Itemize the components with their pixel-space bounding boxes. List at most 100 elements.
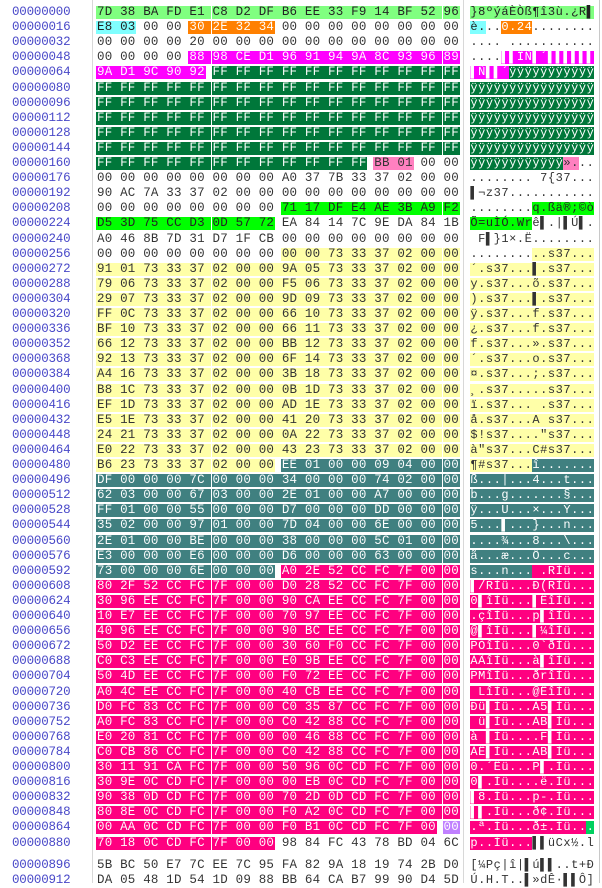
byte-highlight[interactable]	[234, 6, 258, 19]
ascii-char[interactable]: .	[586, 216, 594, 231]
hex-bytes[interactable]: 00 AA 0C CD FC 7F 00 00 F0 B1 0C CD FC 7…	[97, 820, 459, 835]
byte-highlight[interactable]	[327, 6, 351, 19]
hex-bytes[interactable]: 66 12 73 33 37 02 00 00 BB 12 73 33 37 0…	[97, 337, 459, 352]
byte-highlight[interactable]	[119, 6, 143, 19]
ascii-char[interactable]: ÿ	[570, 95, 579, 110]
ascii-char[interactable]: ¿	[570, 5, 579, 19]
hex-bytes[interactable]: 80 8E 0C CD FC 7F 00 00 F0 A2 0C CD FC 7…	[97, 805, 459, 820]
ascii-char[interactable]: ▌	[555, 50, 564, 65]
hex-bytes[interactable]: FF 01 00 00 55 00 00 00 D7 00 00 00 DD 0…	[97, 503, 459, 518]
hex-bytes[interactable]: FF FF FF FF FF FF FF FF FF FF FF FF FF F…	[97, 110, 459, 125]
byte-highlight[interactable]	[119, 21, 137, 35]
ascii-char[interactable]: 2	[516, 20, 525, 35]
ascii-char[interactable]: .	[586, 714, 595, 729]
scrollbar[interactable]	[599, 0, 600, 883]
ascii-char[interactable]: .	[555, 20, 563, 35]
hex-bytes[interactable]: 62 03 00 00 67 03 00 00 2E 01 00 00 A7 0…	[97, 488, 459, 503]
ascii-char[interactable]: ▌	[493, 65, 502, 80]
ascii-char[interactable]: .	[586, 20, 594, 35]
ascii-char[interactable]: ÿ	[586, 80, 595, 95]
ascii-char[interactable]: .	[547, 35, 556, 50]
hex-bytes[interactable]: A0 4C EE CC FC 7F 00 00 40 CB EE CC FC 7…	[97, 684, 459, 699]
hex-bytes[interactable]: B8 1C 73 33 37 02 00 00 0B 1D 73 33 37 0…	[97, 382, 459, 397]
ascii-char[interactable]: .	[485, 35, 494, 50]
hex-bytes[interactable]: 30 9E 0C CD FC 7F 00 00 00 EB 0C CD FC 7…	[97, 775, 459, 790]
byte-highlight[interactable]	[188, 66, 206, 80]
byte-highlight[interactable]	[280, 6, 304, 19]
ascii-char[interactable]: ▌	[586, 5, 595, 19]
hex-bytes[interactable]: 70 18 0C CD FC 7F 00 00 98 84 FC 43 78 B…	[97, 835, 459, 850]
ascii-char[interactable]: .	[485, 50, 494, 65]
byte-highlight[interactable]	[373, 51, 397, 65]
byte-highlight[interactable]	[257, 66, 281, 80]
byte-highlight[interactable]	[119, 66, 143, 80]
ascii-char[interactable]: ÿ	[508, 80, 517, 95]
ascii-char[interactable]: .	[586, 307, 595, 321]
ascii-char[interactable]: Ñ	[477, 65, 486, 80]
byte-highlight[interactable]	[188, 6, 212, 19]
ascii-char[interactable]: .	[586, 412, 595, 427]
hex-bytes[interactable]: 00 00 00 00 20 00 00 00 00 00 00 00 00 0…	[97, 35, 459, 50]
ascii-char[interactable]: .	[586, 563, 595, 578]
ascii-char[interactable]: ▌	[547, 50, 556, 65]
byte-highlight[interactable]	[327, 96, 351, 110]
byte-highlight[interactable]	[119, 96, 143, 110]
hex-bytes[interactable]: 00 00 00 00 00 00 00 00 00 00 73 33 37 0…	[97, 246, 459, 261]
byte-highlight[interactable]	[257, 21, 276, 35]
byte-highlight[interactable]	[350, 66, 374, 80]
ascii-char[interactable]: .	[586, 458, 595, 472]
ascii-char[interactable]: .	[586, 35, 594, 50]
byte-highlight[interactable]	[234, 96, 258, 110]
ascii-char[interactable]: .	[586, 729, 595, 744]
ascii-char[interactable]: ÿ	[539, 65, 548, 80]
hex-bytes[interactable]: 00 00 00 00 00 00 00 00 71 17 DF E4 AE 3…	[97, 201, 459, 216]
ascii-char[interactable]: .	[586, 397, 595, 412]
hex-bytes[interactable]: 50 D2 EE CC FC 7F 00 00 30 60 F0 CC FC 7…	[97, 639, 459, 654]
byte-highlight[interactable]	[280, 51, 304, 65]
ascii-char[interactable]: .	[516, 35, 525, 50]
byte-highlight[interactable]	[188, 51, 212, 65]
ascii-char[interactable]: ß	[524, 5, 533, 19]
hex-bytes[interactable]: E8 03 00 00 30 2E 32 34 00 00 00 00 00 0…	[97, 20, 459, 35]
ascii-char[interactable]: .	[586, 820, 595, 835]
ascii-char[interactable]: .	[493, 50, 501, 65]
ascii-char[interactable]: ÿ	[477, 95, 486, 110]
hex-bytes[interactable]: E0 20 81 CC FC 7F 00 00 00 46 88 CC FC 7…	[97, 729, 459, 744]
hex-bytes[interactable]: FF FF FF FF FF FF FF FF FF FF FF FF FF F…	[97, 80, 459, 95]
ascii-char[interactable]: ÿ	[508, 65, 517, 80]
byte-highlight[interactable]	[327, 81, 351, 95]
ascii-char[interactable]: ÿ	[477, 110, 486, 125]
byte-highlight[interactable]	[373, 66, 397, 80]
ascii-char[interactable]: ÿ	[563, 80, 572, 95]
byte-highlight[interactable]	[211, 6, 235, 19]
ascii-char[interactable]: .	[586, 699, 595, 714]
byte-highlight[interactable]	[280, 96, 304, 110]
ascii-char[interactable]: á	[501, 5, 510, 19]
byte-highlight[interactable]	[188, 81, 212, 95]
ascii-char[interactable]: .	[578, 20, 587, 35]
ascii-char[interactable]: .	[586, 518, 595, 533]
ascii-char[interactable]: ]	[586, 872, 594, 887]
byte-highlight[interactable]	[396, 6, 420, 19]
byte-highlight[interactable]	[303, 96, 327, 110]
hex-bytes[interactable]: 79 06 73 33 37 02 00 00 F5 06 73 33 37 0…	[97, 276, 459, 291]
ascii-char[interactable]: .	[586, 322, 595, 337]
byte-highlight[interactable]	[257, 51, 281, 65]
ascii-char[interactable]: ÿ	[586, 125, 595, 140]
byte-highlight[interactable]	[257, 81, 281, 95]
ascii-char[interactable]: .	[586, 231, 594, 246]
ascii-char[interactable]: º	[485, 5, 494, 19]
ascii-char[interactable]: ▌	[578, 50, 587, 65]
ascii-char[interactable]: ÿ	[539, 80, 548, 95]
ascii-char[interactable]: }	[470, 5, 479, 19]
ascii-char[interactable]: ´	[539, 50, 548, 65]
ascii-char[interactable]: ÿ	[516, 65, 525, 80]
hex-bytes[interactable]: FF FF FF FF FF FF FF FF FF FF FF FF BB 0…	[97, 156, 459, 170]
ascii-char[interactable]: .	[586, 352, 595, 367]
byte-highlight[interactable]	[119, 81, 143, 95]
byte-highlight[interactable]	[419, 81, 443, 95]
hex-bytes[interactable]: 29 07 73 33 37 02 00 00 9D 09 73 33 37 0…	[97, 291, 459, 306]
byte-highlight[interactable]	[165, 96, 189, 110]
ascii-char[interactable]: .	[586, 805, 595, 820]
